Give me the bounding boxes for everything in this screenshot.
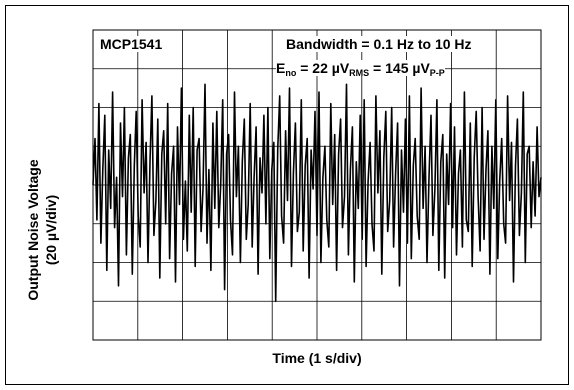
noise-trace [92, 83, 542, 303]
y-axis-label-line1: Output Noise Voltage [25, 159, 41, 301]
figure-frame [5, 5, 569, 385]
noise-spec-pp-sub: P-P [429, 68, 445, 78]
noise-spec-e: E [276, 60, 286, 76]
noise-spec-rms-sub: RMS [349, 68, 370, 78]
noise-spec-e-sub: no [285, 68, 297, 78]
y-axis-label-line2: (20 µV/div) [43, 194, 59, 266]
noise-spec-annotation: Eno = 22 µVRMS = 145 µVP-P [276, 60, 445, 78]
plot-border [92, 29, 542, 341]
noise-spec-rms-value: = 22 µV [296, 60, 350, 76]
x-axis-label: Time (1 s/div) [272, 350, 362, 366]
bandwidth-annotation: Bandwidth = 0.1 Hz to 10 Hz [286, 36, 472, 52]
y-axis-label: Output Noise Voltage (20 µV/div) [24, 120, 60, 340]
device-label: MCP1541 [100, 36, 163, 52]
noise-spec-pp-value: = 145 µV [369, 60, 430, 76]
